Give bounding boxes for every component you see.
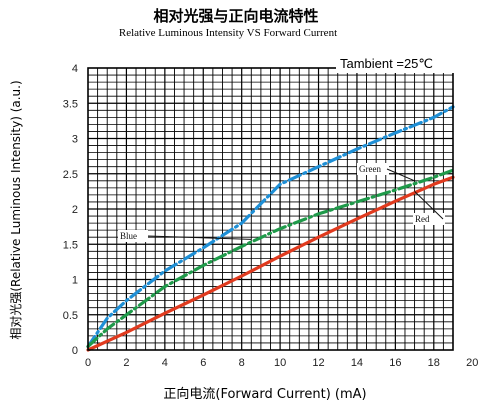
- series-label-red: Red: [415, 214, 430, 224]
- y-tick-label: 1.5: [63, 239, 78, 251]
- series-label-background: [413, 213, 445, 225]
- series-line-green: [86, 168, 455, 349]
- y-tick-label: 1: [72, 275, 78, 287]
- series-label-background: [118, 230, 148, 242]
- series-label-leader: [414, 191, 444, 220]
- x-axis-label: 正向电流(Forward Current) (mA): [163, 386, 366, 402]
- x-tick-label: 10: [274, 357, 286, 369]
- y-tick-label: 2.5: [63, 169, 78, 181]
- x-tick-label: 16: [389, 357, 401, 369]
- series-label-blue: Blue: [120, 231, 137, 241]
- y-tick-label: 3.5: [63, 98, 78, 110]
- y-tick-label: 0: [72, 345, 78, 357]
- x-tick-label: 8: [239, 357, 245, 369]
- x-tick-label: 14: [351, 357, 363, 369]
- series-label-background: [357, 163, 389, 175]
- x-tick-label: 2: [123, 357, 129, 369]
- x-tick-label: 6: [200, 357, 206, 369]
- y-axis-label: 相对光强(Relative Luminous Intensity) (a.u.): [9, 80, 23, 339]
- grid: [88, 68, 453, 350]
- x-tick-label: 18: [428, 357, 440, 369]
- ambient-annotation: Tambient =25℃: [336, 54, 468, 73]
- series-label-leader: [386, 168, 415, 182]
- plot-frame: [87, 67, 454, 351]
- y-tick-label: 3: [72, 134, 78, 146]
- chart-title: 相对光强与正向电流特性: [153, 7, 318, 25]
- y-tick-label: 4: [72, 63, 78, 75]
- series-line-red: [86, 175, 455, 352]
- series-line-blue: [86, 105, 455, 349]
- x-tick-label: 20: [466, 357, 478, 369]
- series-layer: [86, 105, 455, 352]
- tick-labels: 0 2 4 6 8 10 12 14 16 18 20 0 0.5 1 1.5 2 2.5 3 3.5 4: [63, 63, 479, 369]
- series-labels: Blue Green Red: [118, 163, 445, 242]
- x-tick-label: 12: [312, 357, 324, 369]
- chart-subtitle: Relative Luminous Intensity VS Forward C…: [119, 27, 337, 39]
- ambient-temperature-label: Tambient =25℃: [340, 56, 433, 71]
- x-tick-label: 0: [85, 357, 91, 369]
- series-label-green: Green: [359, 164, 381, 174]
- y-tick-label: 2: [72, 204, 78, 216]
- series-label-leader: [147, 235, 252, 240]
- y-tick-label: 0.5: [63, 310, 78, 322]
- x-tick-label: 4: [162, 357, 168, 369]
